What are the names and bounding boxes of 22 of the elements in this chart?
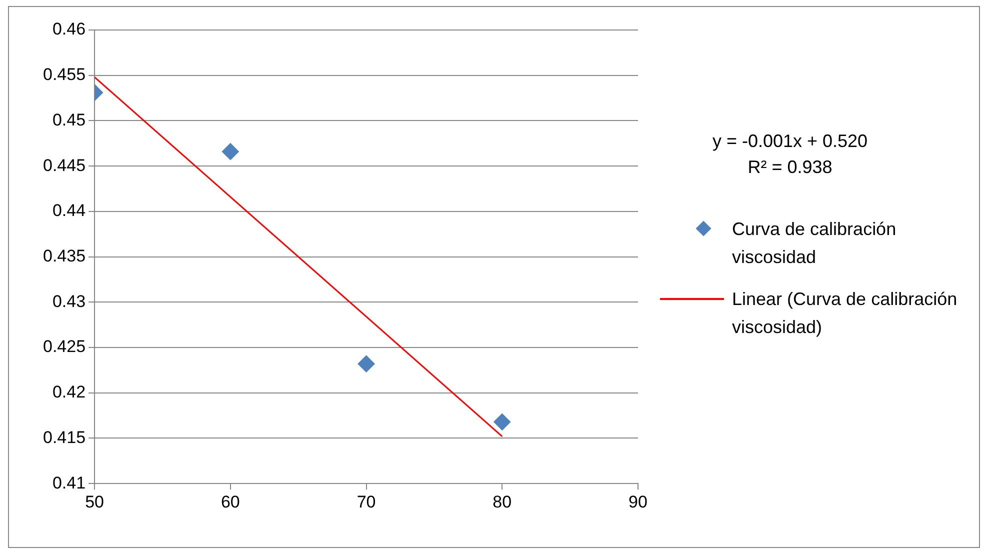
x-tick-label: 80: [492, 492, 512, 512]
y-tick-label: 0.45: [52, 110, 86, 130]
y-tick-label: 0.42: [52, 382, 86, 402]
y-tick-label: 0.46: [52, 20, 86, 39]
y-tick-label: 0.44: [52, 201, 86, 220]
legend-label: Curva de calibración viscosidad: [731, 218, 898, 269]
x-tick-label: 50: [85, 492, 104, 512]
text: R² = 0.938: [746, 156, 834, 179]
y-tick-label: 0.455: [42, 65, 86, 84]
legend-label: Linear (Curva de calibración viscosidad): [731, 288, 958, 339]
point: [494, 413, 511, 430]
y-tick-label: 0.41: [52, 473, 86, 492]
y-tick-label: 0.435: [42, 246, 86, 266]
y-tick-label: 0.445: [42, 156, 86, 175]
y-tick-label: 0.43: [52, 292, 86, 311]
x-tick-label: 90: [628, 492, 648, 512]
x-tick-label: 70: [356, 492, 376, 512]
y-tick-label: 0.425: [42, 337, 86, 356]
y-tick-label: 0.415: [42, 428, 86, 447]
x-tick-label: 60: [220, 492, 240, 512]
point: [358, 355, 375, 372]
text: y = -0.001x + 0.520: [711, 130, 869, 153]
